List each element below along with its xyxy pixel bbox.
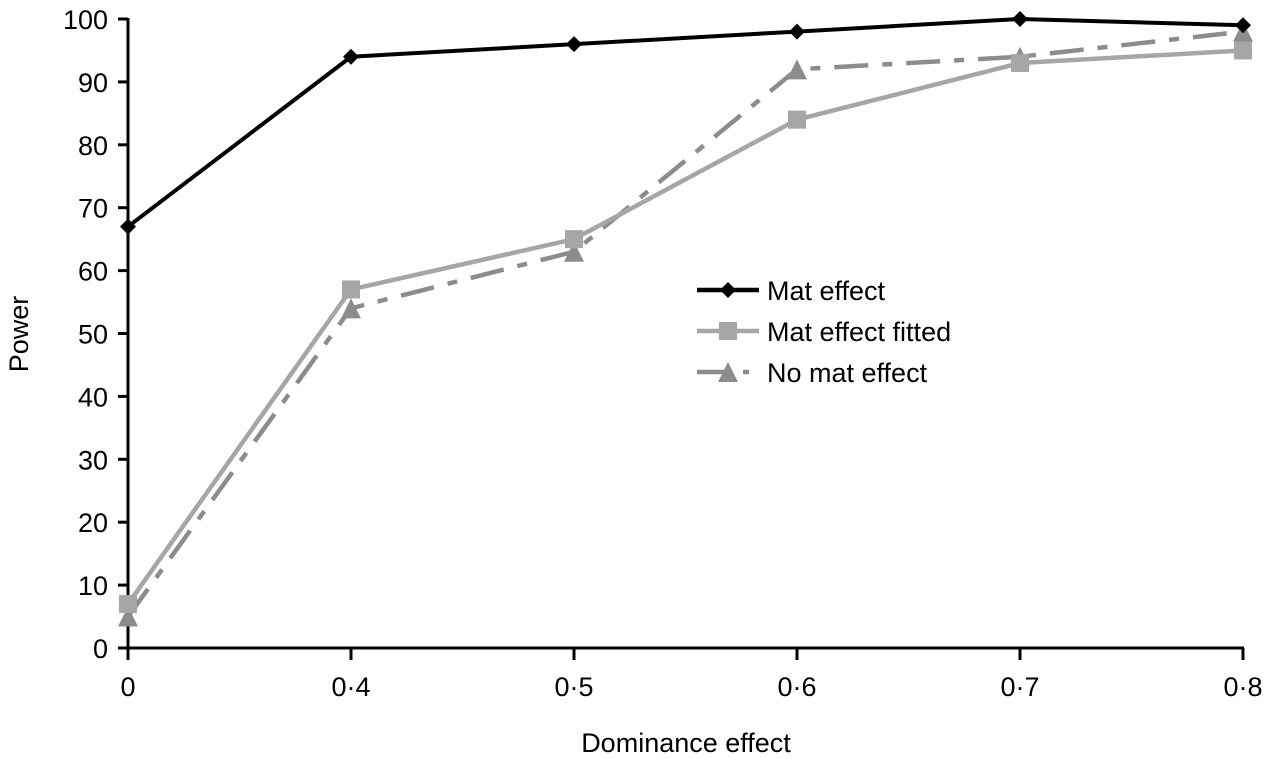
series-line — [126, 48, 1244, 606]
x-tick-label: 0·7 — [1000, 672, 1039, 702]
legend-marker-square — [719, 322, 737, 340]
data-point-square — [342, 280, 360, 299]
x-tick-label: 0·6 — [777, 672, 816, 702]
y-axis-label: Power — [4, 296, 34, 373]
legend-label: Mat effect — [767, 276, 886, 306]
axes: 0 10 20 30 40 50 60 70 80 90 100 0 0·4 0·5 0·6 0·7 0·8 — [63, 5, 1263, 702]
y-tick-label: 10 — [78, 571, 108, 601]
data-point-triangle — [787, 59, 807, 80]
x-tick-label: 0·5 — [554, 672, 593, 702]
data-point-square — [565, 230, 583, 249]
data-point-square — [788, 110, 806, 129]
legend-item-mat-effect: Mat effect — [697, 276, 886, 306]
y-tick-label: 30 — [78, 445, 108, 475]
data-point-triangle — [564, 241, 584, 262]
legend-label: Mat effect fitted — [767, 317, 951, 347]
y-tick-label: 0 — [93, 634, 108, 664]
y-tick-label: 50 — [78, 320, 108, 350]
y-tick-label: 60 — [78, 257, 108, 287]
legend-marker-diamond — [720, 282, 736, 298]
data-point-diamond — [120, 218, 136, 235]
data-point-diamond — [1012, 11, 1028, 27]
data-point-diamond — [566, 36, 582, 53]
series-line — [126, 16, 1244, 229]
y-tick-label: 90 — [78, 68, 108, 98]
y-tick-label: 40 — [78, 382, 108, 412]
series-mat-effect-fitted — [119, 41, 1252, 613]
x-tick-label: 0·8 — [1223, 672, 1262, 702]
data-point-diamond — [1235, 17, 1251, 34]
legend-item-mat-effect-fitted: Mat effect fitted — [697, 317, 951, 347]
data-point-square — [119, 594, 137, 613]
legend-label: No mat effect — [767, 358, 928, 388]
data-point-triangle — [118, 606, 138, 627]
data-point-diamond — [789, 23, 805, 40]
legend-marker-triangle — [718, 362, 738, 382]
x-ticks: 0 0·4 0·5 0·6 0·7 0·8 — [120, 648, 1263, 702]
y-tick-label: 80 — [78, 131, 108, 161]
x-axis-label: Dominance effect — [581, 728, 791, 758]
y-ticks: 0 10 20 30 40 50 60 70 80 90 100 — [63, 5, 128, 664]
x-tick-label: 0 — [120, 672, 135, 702]
series-line — [126, 29, 1244, 618]
data-point-diamond — [343, 48, 359, 65]
legend: Mat effect Mat effect fitted No mat effect — [697, 276, 951, 388]
data-point-square — [1011, 54, 1029, 73]
series-no-mat-effect — [118, 21, 1253, 627]
data-point-square — [1234, 41, 1252, 60]
x-tick-label: 0·4 — [331, 672, 370, 702]
series-mat-effect — [120, 11, 1251, 235]
y-tick-label: 70 — [78, 194, 108, 224]
data-point-triangle — [341, 298, 361, 319]
legend-item-no-mat-effect: No mat effect — [697, 358, 928, 388]
y-tick-label: 20 — [78, 508, 108, 538]
series-group — [118, 11, 1253, 627]
y-tick-label: 100 — [63, 5, 108, 35]
